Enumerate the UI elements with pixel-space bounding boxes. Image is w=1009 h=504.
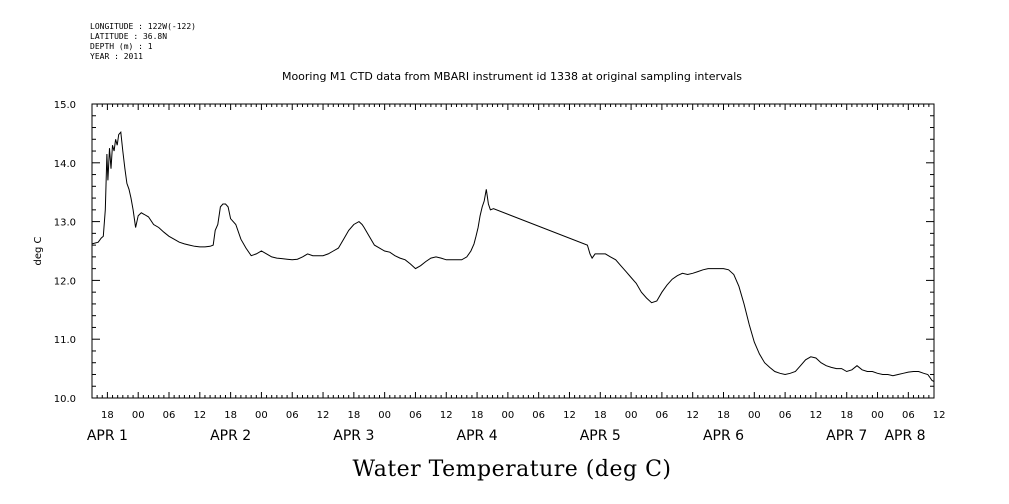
x-tick-label: 12 bbox=[933, 410, 946, 421]
day-label: APR 3 bbox=[333, 428, 374, 444]
x-tick-label: 00 bbox=[378, 410, 391, 421]
y-tick-label: 12.0 bbox=[54, 276, 76, 287]
y-tick-label: 14.0 bbox=[54, 159, 76, 170]
x-tick-label: 06 bbox=[409, 410, 422, 421]
x-tick-label: 06 bbox=[532, 410, 545, 421]
depth-text: DEPTH (m) : 1 bbox=[90, 42, 153, 51]
longitude-text: LONGITUDE : 122W(-122) bbox=[90, 22, 196, 31]
x-tick-label: 06 bbox=[902, 410, 915, 421]
day-labels: APR 1 APR 2 APR 3 APR 4 APR 5 APR 6 APR 7 APR 8 bbox=[87, 428, 926, 444]
x-tick-label: 06 bbox=[779, 410, 792, 421]
x-tick-label: 18 bbox=[101, 410, 114, 421]
chart-title: Mooring M1 CTD data from MBARI instrumen… bbox=[282, 70, 742, 83]
tick-marks bbox=[91, 103, 935, 399]
x-tick-label: 18 bbox=[471, 410, 484, 421]
y-tick-label: 10.0 bbox=[54, 394, 76, 405]
x-tick-label: 00 bbox=[132, 410, 145, 421]
day-label: APR 2 bbox=[210, 428, 251, 444]
x-tick-label: 18 bbox=[347, 410, 360, 421]
day-label: APR 8 bbox=[884, 428, 925, 444]
latitude-text: LATITUDE : 36.8N bbox=[90, 32, 168, 41]
x-tick-label: 12 bbox=[440, 410, 453, 421]
day-label: APR 4 bbox=[457, 428, 498, 444]
x-tick-label: 06 bbox=[656, 410, 669, 421]
x-tick-label: 18 bbox=[717, 410, 730, 421]
day-label: APR 7 bbox=[826, 428, 867, 444]
day-label: APR 5 bbox=[580, 428, 621, 444]
x-tick-label: 12 bbox=[193, 410, 206, 421]
series-line-water-temperature bbox=[91, 131, 935, 382]
x-tick-label: 18 bbox=[594, 410, 607, 421]
x-axis-label: Water Temperature (deg C) bbox=[353, 457, 672, 482]
x-tick-label: 00 bbox=[255, 410, 268, 421]
y-tick-label: 11.0 bbox=[54, 335, 76, 346]
y-axis-label: deg C bbox=[33, 236, 44, 265]
metadata-block: LONGITUDE : 122W(-122) LATITUDE : 36.8N … bbox=[90, 22, 196, 62]
year-text: YEAR : 2011 bbox=[90, 52, 143, 61]
x-tick-label: 00 bbox=[871, 410, 884, 421]
x-tick-label: 00 bbox=[748, 410, 761, 421]
x-tick-label: 12 bbox=[686, 410, 699, 421]
x-tick-label: 06 bbox=[286, 410, 299, 421]
x-tick-label: 12 bbox=[810, 410, 823, 421]
x-tick-label: 00 bbox=[501, 410, 514, 421]
x-tick-label: 18 bbox=[840, 410, 853, 421]
x-tick-label: 06 bbox=[163, 410, 176, 421]
x-tick-label: 12 bbox=[563, 410, 576, 421]
y-tick-labels: 10.0 11.0 12.0 13.0 14.0 15.0 bbox=[54, 100, 76, 405]
y-tick-label: 13.0 bbox=[54, 218, 76, 229]
y-tick-label: 15.0 bbox=[54, 100, 76, 111]
x-tick-labels: 18 00 06 12 18 00 06 12 18 00 06 12 18 00 06 12 18 00 06 12… bbox=[101, 410, 945, 421]
x-tick-label: 12 bbox=[317, 410, 330, 421]
day-label: APR 1 bbox=[87, 428, 128, 444]
day-label: APR 6 bbox=[703, 428, 744, 444]
x-tick-label: 00 bbox=[625, 410, 638, 421]
plot-frame bbox=[91, 103, 935, 399]
x-tick-label: 18 bbox=[224, 410, 237, 421]
